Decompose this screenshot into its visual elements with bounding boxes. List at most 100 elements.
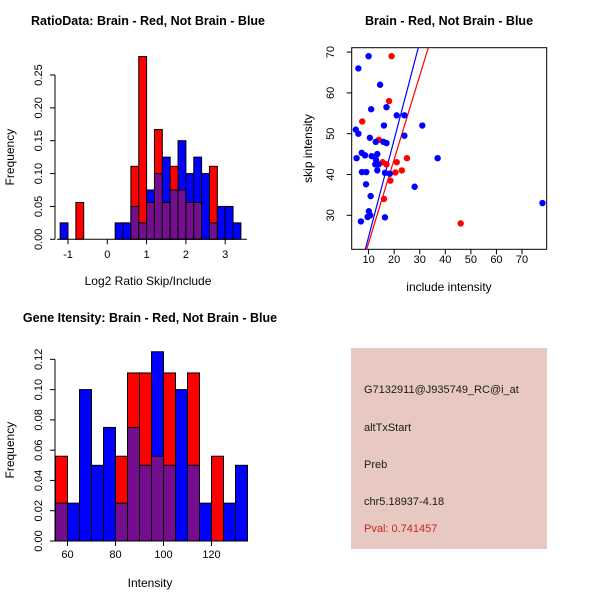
scatter-point-blue [401, 112, 408, 119]
hist-bar-overlap [55, 502, 68, 542]
ratio-histogram: RatioData: Brain - Red, Not Brain - Blue… [3, 14, 265, 288]
y-tick-label: 0.10 [33, 379, 45, 400]
hist-bar-blue [122, 222, 132, 240]
y-tick-label: 60 [325, 87, 337, 99]
scatter-point-blue [381, 169, 389, 177]
y-tick-label: 0.00 [33, 229, 45, 250]
scatter-point-red [383, 161, 390, 168]
hist-bar-overlap [185, 201, 195, 240]
fit-line-blue [364, 47, 419, 250]
scatter-point-blue [374, 150, 381, 158]
hist-bar-overlap [163, 464, 176, 542]
hist-bar-red [211, 455, 224, 542]
hist-bar-overlap [153, 173, 163, 240]
y-tick-label: 40 [325, 168, 337, 180]
y-tick-label: 70 [325, 46, 337, 58]
probe-id-text: G7132911@J935749_RC@i_at [364, 384, 519, 396]
x-tick-label: 60 [490, 254, 502, 266]
scatter-point-red [385, 97, 393, 105]
hist-bar-overlap [146, 201, 155, 240]
y-tick-label: 50 [325, 128, 337, 140]
hist-bar-overlap [127, 426, 140, 542]
scatter-point-blue [419, 122, 426, 129]
x-tick-label: 30 [414, 254, 426, 266]
hist-bar-blue [224, 205, 234, 240]
y-tick-label: 0.25 [33, 64, 45, 85]
scatter-point-blue [355, 65, 362, 72]
scatter-point-blue [374, 167, 381, 174]
scatter-point-red [403, 154, 411, 162]
hist-bar-overlap [208, 222, 218, 240]
hist-bar-blue [91, 464, 104, 542]
x-tick-label: 2 [183, 249, 189, 261]
chart-title: Brain - Red, Not Brain - Blue [365, 14, 533, 28]
hist-bar-red [138, 56, 148, 240]
hist-bar-overlap [187, 464, 200, 542]
y-tick-label: 0.15 [33, 130, 45, 151]
scatter-point-blue [376, 81, 384, 88]
scatter-point-red [398, 167, 406, 174]
hist-bar-overlap [151, 455, 164, 542]
y-tick-label: 0.12 [33, 349, 45, 370]
hist-bar-blue [216, 205, 226, 240]
x-tick-label: 20 [388, 254, 400, 266]
x-tick-label: 120 [202, 549, 220, 561]
scatter-point-red [380, 195, 388, 203]
scatter-point-blue [353, 154, 360, 162]
x-tick-label: 80 [109, 549, 121, 561]
y-axis-label: skip intensity [301, 114, 315, 183]
fit-line-red [365, 47, 429, 250]
scatter-point-red [388, 52, 395, 60]
scatter-point-blue [352, 126, 360, 133]
hist-bar-blue [103, 426, 116, 542]
hist-bar-blue [79, 389, 92, 542]
info-panel: G7132911@J935749_RC@i_at altTxStart Preb… [300, 300, 600, 600]
hist-bar-blue [114, 222, 124, 240]
scatter-point-blue [401, 132, 408, 139]
scatter-point-blue [365, 52, 372, 60]
x-tick-label: 3 [222, 249, 228, 261]
x-tick-label: 50 [465, 254, 477, 266]
y-tick-label: 0.10 [33, 163, 45, 184]
hist-bar-overlap [161, 201, 171, 240]
hist-bar-overlap [115, 502, 128, 542]
scatter-plot: Brain - Red, Not Brain - Blue 10 20 30 40 50 6… [301, 14, 548, 294]
y-tick-label: 30 [325, 209, 337, 221]
scatter-point-blue [367, 106, 375, 113]
scatter-point-blue [381, 214, 389, 221]
plot-box [351, 47, 548, 250]
x-tick-label: 60 [61, 549, 73, 561]
hist-bar-overlap [139, 464, 152, 542]
scatter-point-blue [363, 168, 370, 176]
scatter-point-blue [357, 218, 365, 225]
x-tick-label: 0 [104, 249, 110, 261]
info-box: G7132911@J935749_RC@i_at altTxStart Preb… [351, 348, 547, 549]
scatter-point-blue [383, 103, 390, 111]
hist-bar-blue [175, 389, 188, 542]
hist-bar-blue [232, 222, 242, 240]
gene-name-text: Preb [364, 459, 388, 471]
x-axis-label: include intensity [406, 280, 491, 294]
scatter-point-blue [539, 199, 546, 207]
y-tick-label: 0.06 [33, 439, 45, 460]
x-tick-label: 100 [154, 549, 172, 561]
scatter-point-red [457, 220, 464, 227]
y-tick-label: 0.00 [33, 530, 45, 551]
scatter-point-blue [386, 170, 394, 177]
scatter-point-red [359, 118, 366, 125]
location-text: chr5.18937-4.18 [364, 496, 445, 508]
y-tick-label: 0.20 [33, 97, 45, 118]
scatter-point-blue [380, 122, 388, 129]
hist-bar-red [75, 201, 85, 240]
y-tick-label: 0.02 [33, 500, 45, 521]
hist-bar-blue [59, 222, 69, 240]
y-tick-label: 0.08 [33, 409, 45, 430]
x-tick-label: 40 [439, 254, 451, 266]
pval-text: Pval: 0.741457 [364, 523, 438, 535]
x-tick-label: -1 [63, 249, 73, 261]
scatter-point-blue [368, 152, 375, 160]
hist-bar-blue [223, 502, 236, 542]
event-type-text: altTxStart [364, 422, 412, 434]
hist-bar-blue [235, 464, 248, 542]
